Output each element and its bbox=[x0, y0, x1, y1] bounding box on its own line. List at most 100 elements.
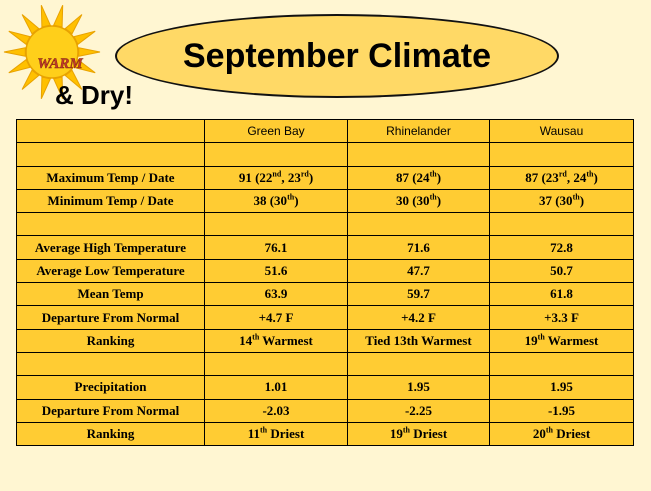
row-label: Average Low Temperature bbox=[16, 258, 205, 284]
table-row: Precipitation 1.01 1.95 1.95 bbox=[16, 375, 634, 400]
table-cell: 37 (30th) bbox=[489, 188, 634, 214]
table-row bbox=[16, 212, 634, 237]
table-cell: 47.7 bbox=[347, 258, 490, 284]
row-label bbox=[16, 142, 205, 167]
table-cell bbox=[204, 212, 348, 237]
cell-text: 38 (30 bbox=[253, 193, 288, 209]
table-cell: 19th Warmest bbox=[489, 328, 634, 353]
table-cell bbox=[347, 212, 490, 237]
table-cell: 19th Driest bbox=[347, 421, 490, 447]
cell-text: ) bbox=[294, 193, 299, 209]
row-label: Ranking bbox=[16, 328, 205, 353]
sun-ray bbox=[78, 47, 101, 57]
dry-subtitle: & Dry! bbox=[55, 80, 134, 110]
cell-text: 61.8 bbox=[550, 286, 573, 302]
cell-text: 59.7 bbox=[407, 286, 430, 302]
table-cell: Tied 13th Warmest bbox=[347, 328, 490, 353]
table-cell: 91 (22nd, 23rd) bbox=[204, 165, 348, 190]
ordinal-suffix: th bbox=[429, 192, 437, 202]
cell-text: 50.7 bbox=[550, 262, 573, 278]
sun-ray bbox=[3, 47, 26, 57]
cell-text: Driest bbox=[267, 426, 305, 441]
cell-text: Warmest bbox=[259, 332, 313, 348]
cell-text: Driest bbox=[552, 426, 591, 441]
cell-text: 19 bbox=[524, 332, 538, 348]
cell-text: 71.6 bbox=[407, 239, 430, 255]
cell-text: Tied 13th Warmest bbox=[365, 332, 472, 348]
row-label: Minimum Temp / Date bbox=[16, 188, 205, 214]
column-header: Green Bay bbox=[204, 118, 348, 144]
ordinal-suffix: th bbox=[537, 332, 545, 342]
sun-icon: WARM bbox=[3, 4, 101, 100]
cell-text: ) bbox=[436, 169, 442, 185]
ordinal-suffix: th bbox=[287, 192, 295, 202]
column-header: Wausau bbox=[489, 118, 634, 144]
cell-text: ) bbox=[593, 169, 598, 185]
cell-text: Warmest bbox=[544, 332, 599, 348]
table-cell: -2.03 bbox=[204, 398, 348, 423]
cell-text: -1.95 bbox=[547, 402, 576, 418]
table-row: Departure From Normal +4.7 F +4.2 F +3.3 F bbox=[16, 305, 634, 330]
cell-text: 14 bbox=[239, 332, 253, 348]
sun-ray bbox=[40, 76, 52, 100]
table-cell: 87 (23rd, 24th) bbox=[489, 165, 634, 190]
sun-ray bbox=[52, 4, 64, 28]
table-cell: +4.7 F bbox=[204, 305, 348, 330]
page-title: September Climate bbox=[183, 36, 491, 75]
cell-text: +4.7 F bbox=[258, 309, 294, 325]
ordinal-suffix: th bbox=[586, 169, 594, 179]
cell-text: ) bbox=[436, 193, 442, 209]
row-label: Mean Temp bbox=[16, 282, 205, 307]
ordinal-suffix: th bbox=[252, 332, 260, 342]
cell-text: 72.8 bbox=[550, 239, 573, 255]
sun-ray bbox=[8, 30, 31, 46]
sun-ray bbox=[73, 30, 96, 46]
cell-text: ) bbox=[308, 169, 314, 185]
row-label: Ranking bbox=[16, 421, 205, 447]
table-cell: 38 (30th) bbox=[204, 188, 348, 214]
table-cell: 30 (30th) bbox=[347, 188, 490, 214]
table-cell: +4.2 F bbox=[347, 305, 490, 330]
cell-text: 1.95 bbox=[407, 379, 430, 395]
warm-badge-text: WARM bbox=[37, 56, 83, 72]
cell-text: 47.7 bbox=[407, 262, 430, 278]
row-label: Maximum Temp / Date bbox=[16, 165, 205, 190]
cell-text: 11 bbox=[247, 426, 260, 441]
table-cell: 20th Driest bbox=[489, 421, 634, 447]
table-cell: 1.01 bbox=[204, 375, 348, 400]
table-cell: 71.6 bbox=[347, 235, 490, 260]
cell-text: 87 (23 bbox=[525, 169, 559, 185]
cell-text: -2.03 bbox=[262, 402, 290, 418]
table-cell: 14th Warmest bbox=[204, 328, 348, 353]
table-cell bbox=[489, 351, 634, 377]
title-oval: September Climate bbox=[115, 14, 559, 98]
table-cell: 1.95 bbox=[347, 375, 490, 400]
cell-text: 19 bbox=[389, 426, 403, 441]
table-row: Mean Temp 63.9 59.7 61.8 bbox=[16, 282, 634, 307]
table-cell: 87 (24th) bbox=[347, 165, 490, 190]
table-row: Ranking 11th Driest 19th Driest 20th Driest bbox=[16, 421, 634, 447]
table-cell: -2.25 bbox=[347, 398, 490, 423]
ordinal-suffix: rd bbox=[300, 169, 309, 179]
table-cell: 76.1 bbox=[204, 235, 348, 260]
corner-cell bbox=[16, 118, 205, 144]
row-label: Departure From Normal bbox=[16, 305, 205, 330]
sun-ray bbox=[40, 4, 52, 28]
table-row: Average High Temperature 76.1 71.6 72.8 bbox=[16, 235, 634, 260]
row-label: Precipitation bbox=[16, 375, 205, 400]
table-cell bbox=[204, 351, 348, 377]
table-cell: 63.9 bbox=[204, 282, 348, 307]
row-label: Departure From Normal bbox=[16, 398, 205, 423]
column-header: Rhinelander bbox=[347, 118, 490, 144]
table-row: Departure From Normal -2.03 -2.25 -1.95 bbox=[16, 398, 634, 423]
row-label bbox=[16, 212, 205, 237]
ordinal-suffix: th bbox=[572, 192, 580, 202]
cell-text: 87 (24 bbox=[395, 169, 430, 185]
cell-text: 63.9 bbox=[264, 286, 288, 302]
table-cell: 50.7 bbox=[489, 258, 634, 284]
table-header-row: Green Bay Rhinelander Wausau bbox=[16, 118, 634, 144]
cell-text: 37 (30 bbox=[538, 193, 573, 209]
cell-text: 91 (22 bbox=[238, 169, 273, 185]
table-cell bbox=[489, 212, 634, 237]
